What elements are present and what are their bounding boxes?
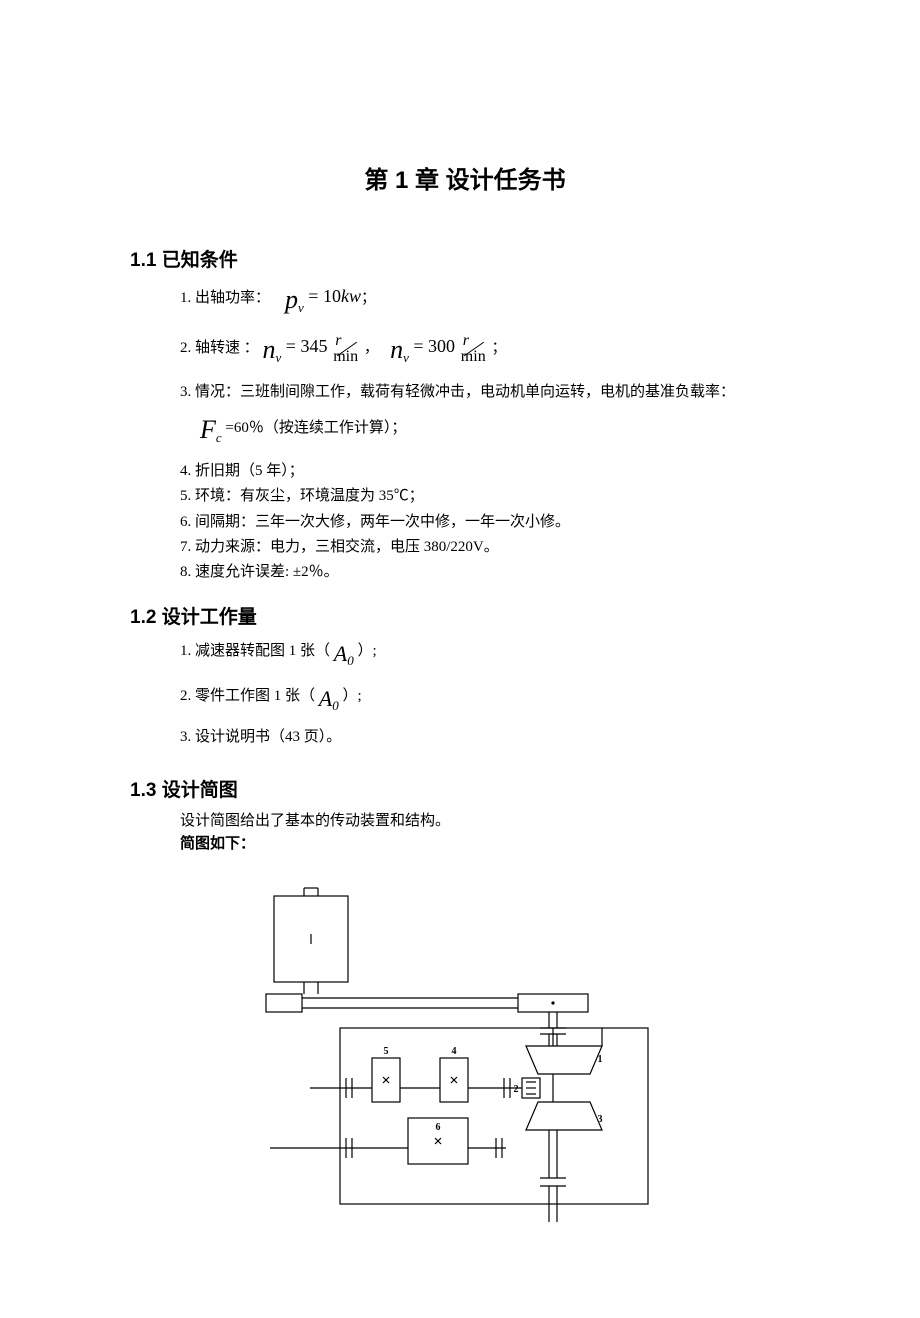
item2-sep: ，	[364, 340, 379, 356]
sec1-item1: 1. 出轴功率： pv = 10kw；	[180, 280, 800, 320]
sec2-item1-b: ）;	[357, 643, 376, 659]
section-1-3-title: 1.3 设计简图	[130, 775, 800, 802]
item2-val1: 345	[300, 336, 327, 356]
item3-var: F	[200, 415, 216, 444]
svg-text:1: 1	[598, 1054, 603, 1065]
item2-var2: n	[390, 335, 403, 364]
frac-rmin-2: r min	[461, 333, 488, 365]
sec1-item3b: Fc =60％（按连续工作计算）；	[200, 410, 800, 450]
sec3-label: 简图如下：	[180, 833, 800, 856]
sec2-item1-a: 1. 减速器转配图 1 张（	[180, 643, 330, 659]
sec2-item2: 2. 零件工作图 1 张（ A0 ）;	[180, 682, 800, 716]
frac-rmin-1: r min	[333, 333, 360, 365]
section-1-2-title: 1.2 设计工作量	[130, 602, 800, 629]
item3-rest: =60％（按连续工作计算）；	[225, 420, 406, 436]
sec1-item3a: 3. 情况：三班制间隙工作，载荷有轻微冲击，电动机单向运转，电机的基准负载率：	[180, 381, 800, 404]
sec2-item3: 3. 设计说明书（43 页）。	[180, 726, 800, 749]
sec2-item2-b: ）;	[342, 688, 361, 704]
sec2-item1: 1. 减速器转配图 1 张（ A0 ）;	[180, 637, 800, 671]
svg-text:3: 3	[598, 1114, 603, 1125]
sec1-item5: 5. 环境：有灰尘，环境温度为 35℃；	[180, 485, 800, 508]
item1-tail: ；	[361, 290, 376, 306]
sec1-item8: 8. 速度允许误差: ±2％。	[180, 561, 800, 584]
item2-eq1: =	[281, 336, 300, 356]
svg-text:5: 5	[384, 1046, 389, 1057]
sec3-desc: 设计简图给出了基本的传动装置和结构。	[180, 810, 800, 833]
sec1-item7: 7. 动力来源：电力，三相交流，电压 380/220V。	[180, 536, 800, 559]
sec2-item2-sub: 0	[332, 698, 339, 713]
item2-var1: n	[263, 335, 276, 364]
diagram-container: 1 2 3 5 4 6	[130, 878, 800, 1238]
svg-text:6: 6	[436, 1122, 441, 1133]
item1-eq: =	[304, 286, 323, 306]
frac-den2: min	[461, 349, 488, 365]
sec2-item1-sub: 0	[347, 653, 354, 668]
item1-unit: kw	[341, 286, 361, 306]
sec2-item2-var: A	[319, 686, 332, 711]
chapter-title: 第 1 章 设计任务书	[130, 160, 800, 195]
sec2-item2-a: 2. 零件工作图 1 张（	[180, 688, 315, 704]
item3-sub: c	[216, 430, 222, 445]
sec1-item2: 2. 轴转速 ： nv = 345 r min ， nv = 300 r min…	[180, 330, 800, 370]
item2-tail: ；	[491, 340, 506, 356]
frac-den: min	[333, 349, 360, 365]
svg-text:2: 2	[514, 1084, 519, 1095]
item1-val: 10	[323, 286, 341, 306]
sec2-item1-var: A	[334, 641, 347, 666]
item2-val2: 300	[428, 336, 455, 356]
svg-text:4: 4	[452, 1046, 457, 1057]
sec1-item6: 6. 间隔期：三年一次大修，两年一次中修，一年一次小修。	[180, 511, 800, 534]
mechanical-diagram: 1 2 3 5 4 6	[250, 878, 680, 1238]
item2-label: 2. 轴转速 ：	[180, 340, 259, 356]
sec1-item4: 4. 折旧期（5 年）；	[180, 460, 800, 483]
item2-eq2: =	[409, 336, 428, 356]
item1-label: 1. 出轴功率：	[180, 290, 270, 306]
section-1-1-title: 1.1 已知条件	[130, 245, 800, 272]
item1-var: p	[285, 285, 298, 314]
